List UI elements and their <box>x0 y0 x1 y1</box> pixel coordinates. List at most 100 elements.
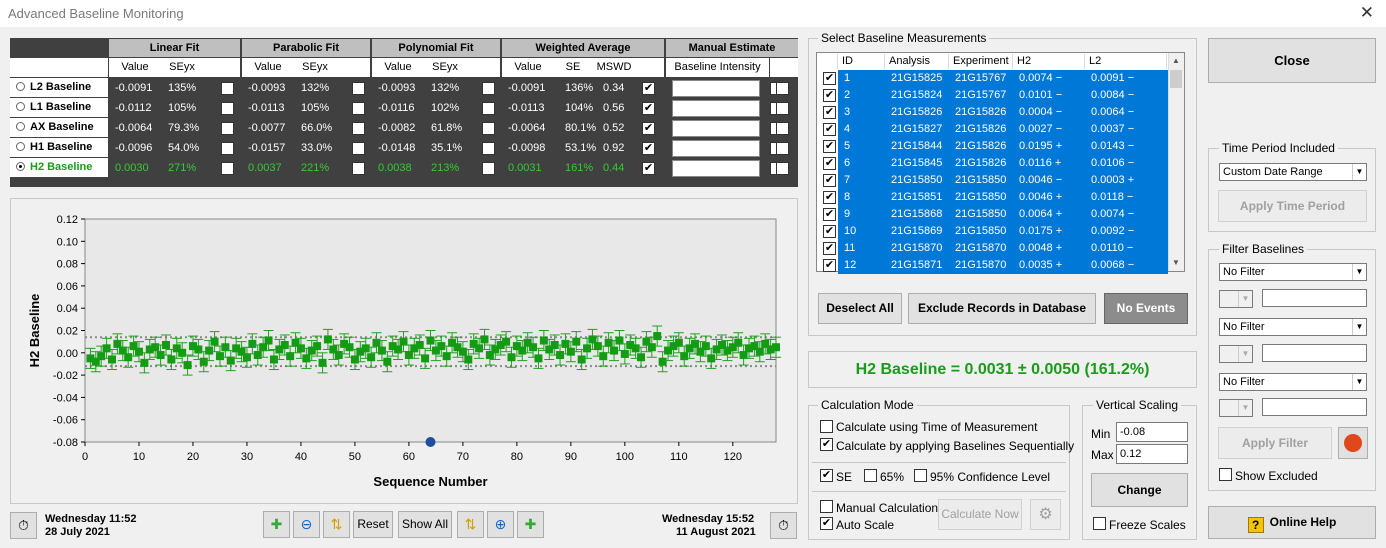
data-point[interactable] <box>323 335 332 344</box>
list-col-0[interactable]: ID <box>838 54 885 69</box>
row-include-checkbox[interactable] <box>482 82 495 95</box>
row-checkbox[interactable]: ✔ <box>823 89 836 102</box>
c65-checkbox[interactable] <box>864 469 877 482</box>
data-point[interactable] <box>107 355 116 364</box>
data-point[interactable] <box>421 354 430 363</box>
row-checkbox[interactable]: ✔ <box>823 208 836 221</box>
show-excluded-checkbox[interactable] <box>1219 468 1232 481</box>
c95-checkbox[interactable] <box>914 469 927 482</box>
manual-include-checkbox[interactable] <box>776 82 789 95</box>
data-point[interactable] <box>356 347 365 356</box>
list-item[interactable]: ✔ 11 21G15870 21G15870 0.0048 + 0.0110 − <box>818 240 1168 257</box>
data-point[interactable] <box>302 354 311 363</box>
data-point[interactable] <box>480 335 489 344</box>
data-point[interactable] <box>539 336 548 345</box>
data-point[interactable] <box>253 351 262 360</box>
row-include-checkbox[interactable] <box>221 82 234 95</box>
zoom-in-icon[interactable]: ⊕ <box>487 511 514 538</box>
row-include-checkbox[interactable] <box>352 102 365 115</box>
data-point[interactable] <box>739 351 748 360</box>
data-point[interactable] <box>750 342 759 351</box>
filter-select-1[interactable]: No Filter ▼ <box>1219 263 1367 281</box>
add-point-icon-2[interactable]: ✚ <box>517 511 544 538</box>
zoom-out-icon[interactable]: ⊖ <box>293 511 320 538</box>
data-point[interactable] <box>172 344 181 353</box>
time-measurement-checkbox[interactable] <box>820 420 833 433</box>
data-point[interactable] <box>178 348 187 357</box>
data-point[interactable] <box>388 342 397 351</box>
row-include-checkbox[interactable] <box>221 122 234 135</box>
data-point[interactable] <box>275 345 284 354</box>
row-include-checkbox[interactable] <box>221 162 234 175</box>
max-input[interactable]: 0.12 <box>1116 444 1188 464</box>
data-point[interactable] <box>604 338 613 347</box>
data-point[interactable] <box>194 345 203 354</box>
data-point[interactable] <box>210 337 219 346</box>
apply-filter-button[interactable]: Apply Filter <box>1218 427 1332 459</box>
filter-value-input-3[interactable] <box>1262 398 1367 416</box>
data-point[interactable] <box>448 338 457 347</box>
data-point[interactable] <box>458 347 467 356</box>
sequential-checkbox[interactable]: ✔ <box>820 438 833 451</box>
data-point[interactable] <box>593 342 602 351</box>
data-point[interactable] <box>496 340 505 349</box>
list-item[interactable]: ✔ 4 21G15827 21G15826 0.0027 − 0.0037 − <box>818 121 1168 138</box>
data-point[interactable] <box>329 345 338 354</box>
list-scrollbar[interactable] <box>1168 53 1184 271</box>
time-period-select[interactable]: Custom Date Range ▼ <box>1219 163 1367 181</box>
row-checkbox[interactable]: ✔ <box>823 106 836 119</box>
data-point[interactable] <box>91 357 100 366</box>
data-point[interactable] <box>583 344 592 353</box>
add-point-icon[interactable]: ✚ <box>263 511 290 538</box>
data-point[interactable] <box>588 335 597 344</box>
manual-calc-checkbox[interactable] <box>820 500 833 513</box>
data-point[interactable] <box>507 353 516 362</box>
data-point[interactable] <box>345 343 354 352</box>
start-time-button[interactable]: ⏱ <box>10 512 37 539</box>
data-point[interactable] <box>383 357 392 366</box>
data-point[interactable] <box>242 353 251 362</box>
data-point[interactable] <box>232 344 241 353</box>
data-point[interactable] <box>226 356 235 365</box>
data-point[interactable] <box>350 355 359 364</box>
row-label-0[interactable]: L2 Baseline <box>10 78 108 97</box>
list-item[interactable]: ✔ 5 21G15844 21G15826 0.0195 + 0.0143 − <box>818 138 1168 155</box>
row-label-4[interactable]: H2 Baseline <box>10 158 108 177</box>
data-point[interactable] <box>745 344 754 353</box>
data-point[interactable] <box>523 338 532 347</box>
list-col-3[interactable]: H2 <box>1013 54 1085 69</box>
data-point[interactable] <box>761 339 770 348</box>
data-point[interactable] <box>97 352 106 361</box>
close-icon[interactable]: ✕ <box>1359 3 1374 22</box>
data-point[interactable] <box>188 342 197 351</box>
row-checkbox[interactable]: ✔ <box>823 191 836 204</box>
data-point[interactable] <box>674 338 683 347</box>
data-point[interactable] <box>291 338 300 347</box>
filter-select-3[interactable]: No Filter ▼ <box>1219 373 1367 391</box>
row-checkbox[interactable]: ✔ <box>823 157 836 170</box>
data-point[interactable] <box>642 337 651 346</box>
data-point[interactable] <box>653 332 662 341</box>
data-point[interactable] <box>620 349 629 358</box>
data-point[interactable] <box>367 353 376 362</box>
data-point[interactable] <box>718 340 727 349</box>
data-point[interactable] <box>296 344 305 353</box>
data-point[interactable] <box>140 358 149 367</box>
wavg-include-checkbox[interactable]: ✔ <box>642 142 655 155</box>
list-item[interactable]: ✔ 12 21G15871 21G15870 0.0035 + 0.0068 − <box>818 257 1168 274</box>
wavg-include-checkbox[interactable]: ✔ <box>642 102 655 115</box>
data-point[interactable] <box>183 361 192 370</box>
manual-include-checkbox[interactable] <box>776 142 789 155</box>
data-point[interactable] <box>599 352 608 361</box>
data-point[interactable] <box>340 339 349 348</box>
data-point[interactable] <box>453 343 462 352</box>
data-point[interactable] <box>377 346 386 355</box>
data-point[interactable] <box>491 345 500 354</box>
data-point[interactable] <box>431 346 440 355</box>
data-point[interactable] <box>410 344 419 353</box>
data-point[interactable] <box>404 351 413 360</box>
data-point[interactable] <box>485 351 494 360</box>
data-point[interactable] <box>691 339 700 348</box>
wavg-include-checkbox[interactable]: ✔ <box>642 122 655 135</box>
row-include-checkbox[interactable] <box>352 122 365 135</box>
